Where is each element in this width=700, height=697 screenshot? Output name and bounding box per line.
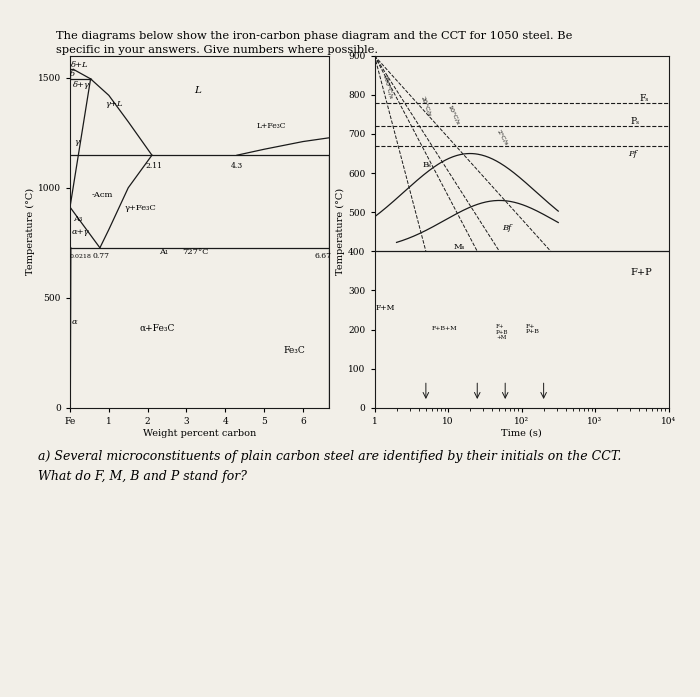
X-axis label: Time (s): Time (s) — [501, 429, 542, 438]
Text: The diagrams below show the iron-carbon phase diagram and the CCT for 1050 steel: The diagrams below show the iron-carbon … — [56, 31, 573, 41]
Text: F+
P+B
+M: F+ P+B +M — [496, 323, 508, 340]
Text: δ+L: δ+L — [71, 61, 89, 69]
Text: What do F, M, B and P stand for?: What do F, M, B and P stand for? — [38, 470, 248, 484]
Text: 0.0218: 0.0218 — [70, 254, 92, 259]
Text: Pf: Pf — [628, 150, 636, 158]
Text: δ: δ — [71, 70, 76, 77]
Text: α+Fe₃C: α+Fe₃C — [140, 323, 175, 332]
Text: specific in your answers. Give numbers where possible.: specific in your answers. Give numbers w… — [56, 45, 378, 55]
Text: α+γ: α+γ — [72, 228, 90, 236]
Text: γ+Fe₃C: γ+Fe₃C — [125, 204, 156, 212]
Text: 20°C/s: 20°C/s — [420, 95, 432, 117]
Text: A₁: A₁ — [160, 247, 169, 256]
Text: Fₛ: Fₛ — [639, 93, 649, 102]
Text: a) Several microconstituents of plain carbon steel are identified by their initi: a) Several microconstituents of plain ca… — [38, 450, 622, 463]
Text: A₃: A₃ — [73, 215, 83, 223]
Text: 727°C: 727°C — [183, 247, 209, 256]
Text: F+B+M: F+B+M — [432, 325, 457, 330]
Text: 2°C/s: 2°C/s — [496, 129, 509, 146]
Text: 4.3: 4.3 — [231, 162, 244, 170]
Text: Pₛ: Pₛ — [630, 117, 639, 126]
Text: Fe₃C: Fe₃C — [284, 346, 305, 355]
Text: L+Fe₃C: L+Fe₃C — [256, 123, 286, 130]
Text: F+
P+B: F+ P+B — [526, 323, 540, 335]
Text: L: L — [195, 86, 201, 95]
Text: γ+L: γ+L — [105, 100, 122, 108]
Text: -Acm: -Acm — [92, 190, 113, 199]
Text: 6.67: 6.67 — [314, 252, 332, 260]
Text: α: α — [71, 318, 77, 326]
Text: Mₛ: Mₛ — [454, 243, 466, 250]
Text: 0.77: 0.77 — [92, 252, 109, 260]
Text: F+M: F+M — [376, 304, 396, 312]
Text: δ+γ: δ+γ — [73, 81, 90, 89]
Text: 10°C/s: 10°C/s — [447, 104, 461, 125]
Y-axis label: Temperature (°C): Temperature (°C) — [336, 188, 345, 275]
Text: 2.11: 2.11 — [146, 162, 162, 170]
Y-axis label: Temperature (°C): Temperature (°C) — [26, 188, 35, 275]
Text: γ: γ — [75, 138, 80, 146]
X-axis label: Weight percent carbon: Weight percent carbon — [143, 429, 256, 438]
Text: Bf: Bf — [503, 224, 512, 232]
Text: Bₛ: Bₛ — [423, 161, 431, 169]
Text: F+P: F+P — [630, 268, 652, 277]
Text: 100°C/s: 100°C/s — [382, 74, 393, 100]
